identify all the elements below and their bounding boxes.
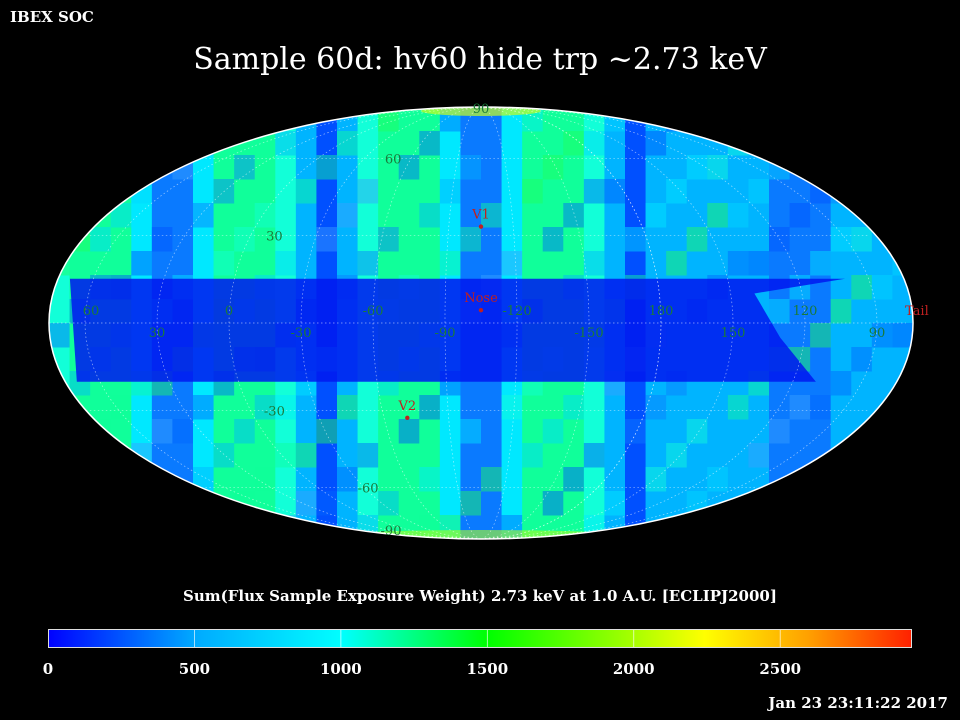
marker-dot (405, 415, 410, 421)
latitude-label: -30 (264, 404, 285, 419)
map-boundary (48, 106, 914, 540)
meridian-line (480, 107, 518, 539)
longitude-label: 120 (793, 304, 818, 319)
marker-label: V1 (471, 208, 490, 223)
heatmap-column (769, 107, 791, 539)
coordinate-grid (49, 107, 906, 539)
low-flux-region (69, 278, 846, 382)
colorbar-tick-label: 2500 (759, 660, 802, 678)
colorbar-tick-label: 2000 (612, 660, 655, 678)
org-label: IBEX SOC (10, 8, 94, 26)
longitude-label: 150 (721, 326, 746, 341)
longitude-label: -120 (502, 304, 531, 319)
latitude-label: 30 (266, 230, 283, 245)
chart-title: Sample 60d: hv60 hide trp ~2.73 keV (193, 42, 767, 77)
latitude-label: -90 (381, 524, 402, 539)
latitude-label: 60 (385, 152, 402, 167)
colorbar-title: Sum(Flux Sample Exposure Weight) 2.73 ke… (183, 587, 777, 605)
marker-label: Tail (905, 304, 929, 319)
timestamp: Jan 23 23:11:22 2017 (768, 694, 948, 712)
longitude-label: 30 (149, 326, 166, 341)
marker-dot (478, 308, 484, 313)
meridian-line (300, 107, 482, 539)
colorbar-tick-label: 500 (178, 660, 211, 678)
grid-labels: 60 30 0 -30 -60 -90 -120 -150 180 150 120 90 90 60 30 -… (83, 102, 886, 539)
marker-label: V2 (397, 399, 416, 414)
markers: V1 Nose V2 Tail (397, 208, 929, 421)
longitude-label: -60 (363, 304, 384, 319)
longitude-label: 90 (869, 326, 886, 341)
marker-dot (478, 224, 484, 229)
longitude-label: 60 (83, 304, 100, 319)
longitude-label: 180 (649, 304, 674, 319)
colorbar-tick-label: 1000 (320, 660, 362, 678)
longitude-label: -150 (574, 326, 603, 341)
marker-label: Nose (464, 291, 498, 306)
longitude-label: -30 (291, 326, 312, 341)
latitude-label: 90 (473, 102, 490, 117)
longitude-label: 0 (225, 304, 233, 319)
colorbar-tick-label: 1500 (466, 660, 509, 678)
heatmap-column (789, 107, 811, 539)
longitude-label: -90 (435, 326, 456, 341)
colorbar-tick-label: 0 (42, 660, 54, 678)
latitude-label: -60 (358, 482, 379, 497)
colorbar (48, 629, 912, 648)
heatmap-column (810, 107, 832, 539)
